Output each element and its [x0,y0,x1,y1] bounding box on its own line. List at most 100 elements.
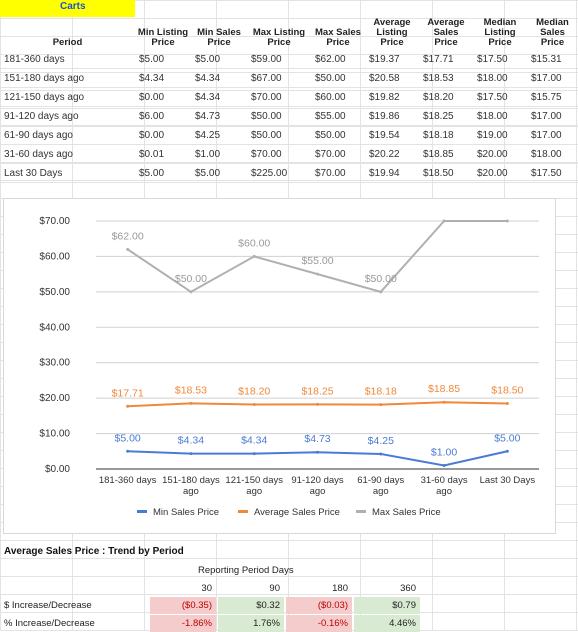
trend-row-label[interactable]: $ Increase/Decrease [4,600,92,611]
column-header[interactable]: Min Sales Price [197,27,241,48]
price-cell[interactable]: $17.00 [527,68,578,88]
price-cell[interactable]: $70.00 [311,163,365,183]
period-column-header[interactable]: 90 [269,583,280,594]
sheet-title-cell[interactable]: Carts [0,0,135,17]
price-cell[interactable]: $17.00 [527,106,578,126]
price-cell[interactable]: $1.00 [191,144,247,164]
sales-price-chart[interactable]: $0.00 $10.00 $20.00 $30.00 $40.00 $50.00 $60.0… [3,198,556,534]
price-cell[interactable]: $50.00 [311,68,365,88]
price-cell[interactable]: $5.00 [191,163,247,183]
period-column-header[interactable]: 360 [400,583,416,594]
price-cell[interactable]: $4.25 [191,125,247,145]
price-cell[interactable]: $20.00 [473,163,527,183]
price-cell[interactable]: $0.00 [135,125,191,145]
trend-value-cell[interactable]: 4.46% [354,615,420,632]
price-cell[interactable]: $20.58 [365,68,419,88]
data-label: $4.34 [241,435,267,447]
x-tick-label: 121-150 days [225,475,283,486]
price-cell[interactable]: $5.00 [191,50,247,69]
data-point [505,449,509,453]
price-cell[interactable]: $19.54 [365,125,419,145]
table-row: Last 30 Days $5.00 $5.00 $225.00 $70.00 $19.9… [0,163,578,183]
column-header[interactable]: Average Sales Price [427,17,465,48]
price-cell[interactable]: $62.00 [311,50,365,69]
period-cell[interactable]: 151-180 days ago [0,68,135,88]
column-header[interactable]: Max Sales Price [315,27,361,48]
price-cell[interactable]: $18.18 [419,125,473,145]
trend-row-label[interactable]: % Increase/Decrease [4,618,95,629]
data-label: $17.71 [112,387,144,399]
price-cell[interactable]: $20.22 [365,144,419,164]
price-cell[interactable]: $4.34 [191,68,247,88]
price-cell[interactable]: $55.00 [311,106,365,126]
price-cell[interactable]: $19.82 [365,87,419,107]
price-cell[interactable]: $4.73 [191,106,247,126]
price-cell[interactable]: $19.37 [365,50,419,69]
period-column-header[interactable]: 180 [332,583,348,594]
price-cell[interactable]: $17.50 [473,87,527,107]
price-cell[interactable]: $17.71 [419,50,473,69]
price-cell[interactable]: $0.01 [135,144,191,164]
price-cell[interactable]: $225.00 [247,163,311,183]
period-cell[interactable]: Last 30 Days [0,163,135,183]
data-point [189,452,193,456]
data-point [126,247,130,251]
price-cell[interactable]: $15.75 [527,87,578,107]
price-cell[interactable]: $18.00 [527,144,578,164]
column-header[interactable]: Period [52,37,83,48]
column-header[interactable]: Median Listing Price [483,17,517,48]
trend-value-cell[interactable]: 1.76% [218,615,284,632]
trend-value-cell[interactable]: ($0.03) [286,597,352,614]
trend-value-cell[interactable]: ($0.35) [150,597,216,614]
price-cell[interactable]: $19.00 [473,125,527,145]
price-cell[interactable]: $60.00 [311,87,365,107]
data-label: $62.00 [112,230,144,242]
price-cell[interactable]: $59.00 [247,50,311,69]
price-cell[interactable]: $70.00 [247,87,311,107]
price-cell[interactable]: $6.00 [135,106,191,126]
price-cell[interactable]: $18.50 [419,163,473,183]
trend-value-cell[interactable]: $0.32 [218,597,284,614]
column-header[interactable]: Min Listing Price [137,27,189,48]
price-cell[interactable]: $0.00 [135,87,191,107]
price-cell[interactable]: $20.00 [473,144,527,164]
period-cell[interactable]: 91-120 days ago [0,106,135,126]
price-cell[interactable]: $18.00 [473,68,527,88]
price-cell[interactable]: $50.00 [247,106,311,126]
price-cell[interactable]: $50.00 [247,125,311,145]
trend-value-cell[interactable]: $0.79 [354,597,420,614]
period-column-header[interactable]: 30 [201,583,212,594]
price-cell[interactable]: $4.34 [191,87,247,107]
column-header[interactable]: Median Sales Price [536,17,569,48]
price-cell[interactable]: $5.00 [135,50,191,69]
price-cell[interactable]: $19.86 [365,106,419,126]
column-header[interactable]: Max Listing Price [252,27,306,48]
price-cell[interactable]: $18.25 [419,106,473,126]
x-tick-label: 151-180 days [162,475,220,486]
price-cell[interactable]: $19.94 [365,163,419,183]
price-cell[interactable]: $17.00 [527,125,578,145]
price-cell[interactable]: $15.31 [527,50,578,69]
data-point [505,219,509,223]
period-cell[interactable]: 181-360 days [0,50,135,69]
trend-value-cell[interactable]: -0.16% [286,615,352,632]
price-cell[interactable]: $17.50 [473,50,527,69]
period-cell[interactable]: 61-90 days ago [0,125,135,145]
price-cell[interactable]: $4.34 [135,68,191,88]
price-cell[interactable]: $18.85 [419,144,473,164]
period-cell[interactable]: 121-150 days ago [0,87,135,107]
column-header[interactable]: Average Listing Price [373,17,411,48]
price-cell[interactable]: $70.00 [247,144,311,164]
period-cell[interactable]: 31-60 days ago [0,144,135,164]
price-cell[interactable]: $18.20 [419,87,473,107]
price-cell[interactable]: $18.53 [419,68,473,88]
price-cell[interactable]: $67.00 [247,68,311,88]
x-tick-label: ago [310,486,326,497]
price-cell[interactable]: $17.50 [527,163,578,183]
trend-value-cell[interactable]: -1.86% [150,615,216,632]
table-header-row: Period Min Listing Price Min Sales Price… [0,18,578,50]
price-cell[interactable]: $18.00 [473,106,527,126]
price-cell[interactable]: $50.00 [311,125,365,145]
price-cell[interactable]: $70.00 [311,144,365,164]
price-cell[interactable]: $5.00 [135,163,191,183]
